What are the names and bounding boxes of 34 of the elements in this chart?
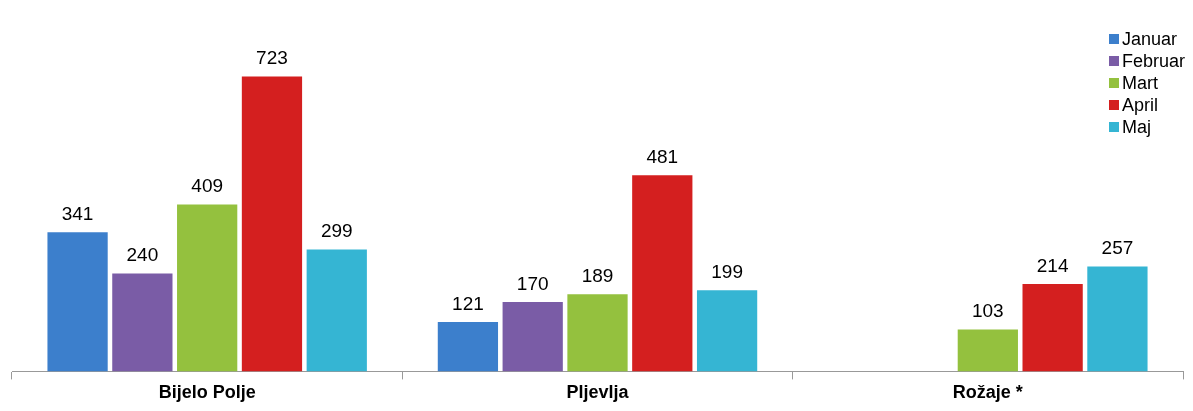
data-label: 257	[1101, 237, 1134, 259]
data-label: 214	[1036, 254, 1069, 276]
data-label: 481	[646, 145, 679, 167]
legend-label: Februar	[1121, 50, 1185, 72]
data-label: 189	[581, 265, 614, 287]
legend-label: Januar	[1121, 28, 1178, 50]
data-label: 341	[61, 203, 94, 225]
bar	[112, 273, 173, 372]
data-label: 240	[126, 244, 159, 266]
bar	[502, 302, 563, 372]
x-tick-label: Pljevlja	[566, 382, 630, 403]
bar	[47, 232, 108, 372]
bar	[241, 76, 303, 372]
bar	[957, 329, 1018, 372]
data-label: 299	[320, 220, 353, 242]
bar	[1022, 284, 1083, 372]
bar	[177, 204, 238, 372]
legend-label: Maj	[1121, 116, 1151, 138]
data-label: 409	[191, 175, 224, 197]
legend-label: Mart	[1121, 72, 1158, 94]
x-tick-label: Bijelo Polje	[158, 382, 256, 403]
data-label: 121	[452, 292, 484, 314]
bar	[632, 175, 693, 372]
data-label: 103	[971, 300, 1004, 322]
bar	[1087, 266, 1148, 372]
data-label: 199	[711, 260, 743, 282]
x-tick-label: Rožaje *	[952, 382, 1023, 403]
legend-label: April	[1121, 94, 1158, 116]
bar	[437, 322, 499, 372]
bar	[567, 294, 628, 372]
data-label: 723	[256, 47, 288, 69]
bar	[306, 249, 367, 372]
data-label: 170	[516, 272, 549, 294]
bar	[696, 290, 758, 372]
